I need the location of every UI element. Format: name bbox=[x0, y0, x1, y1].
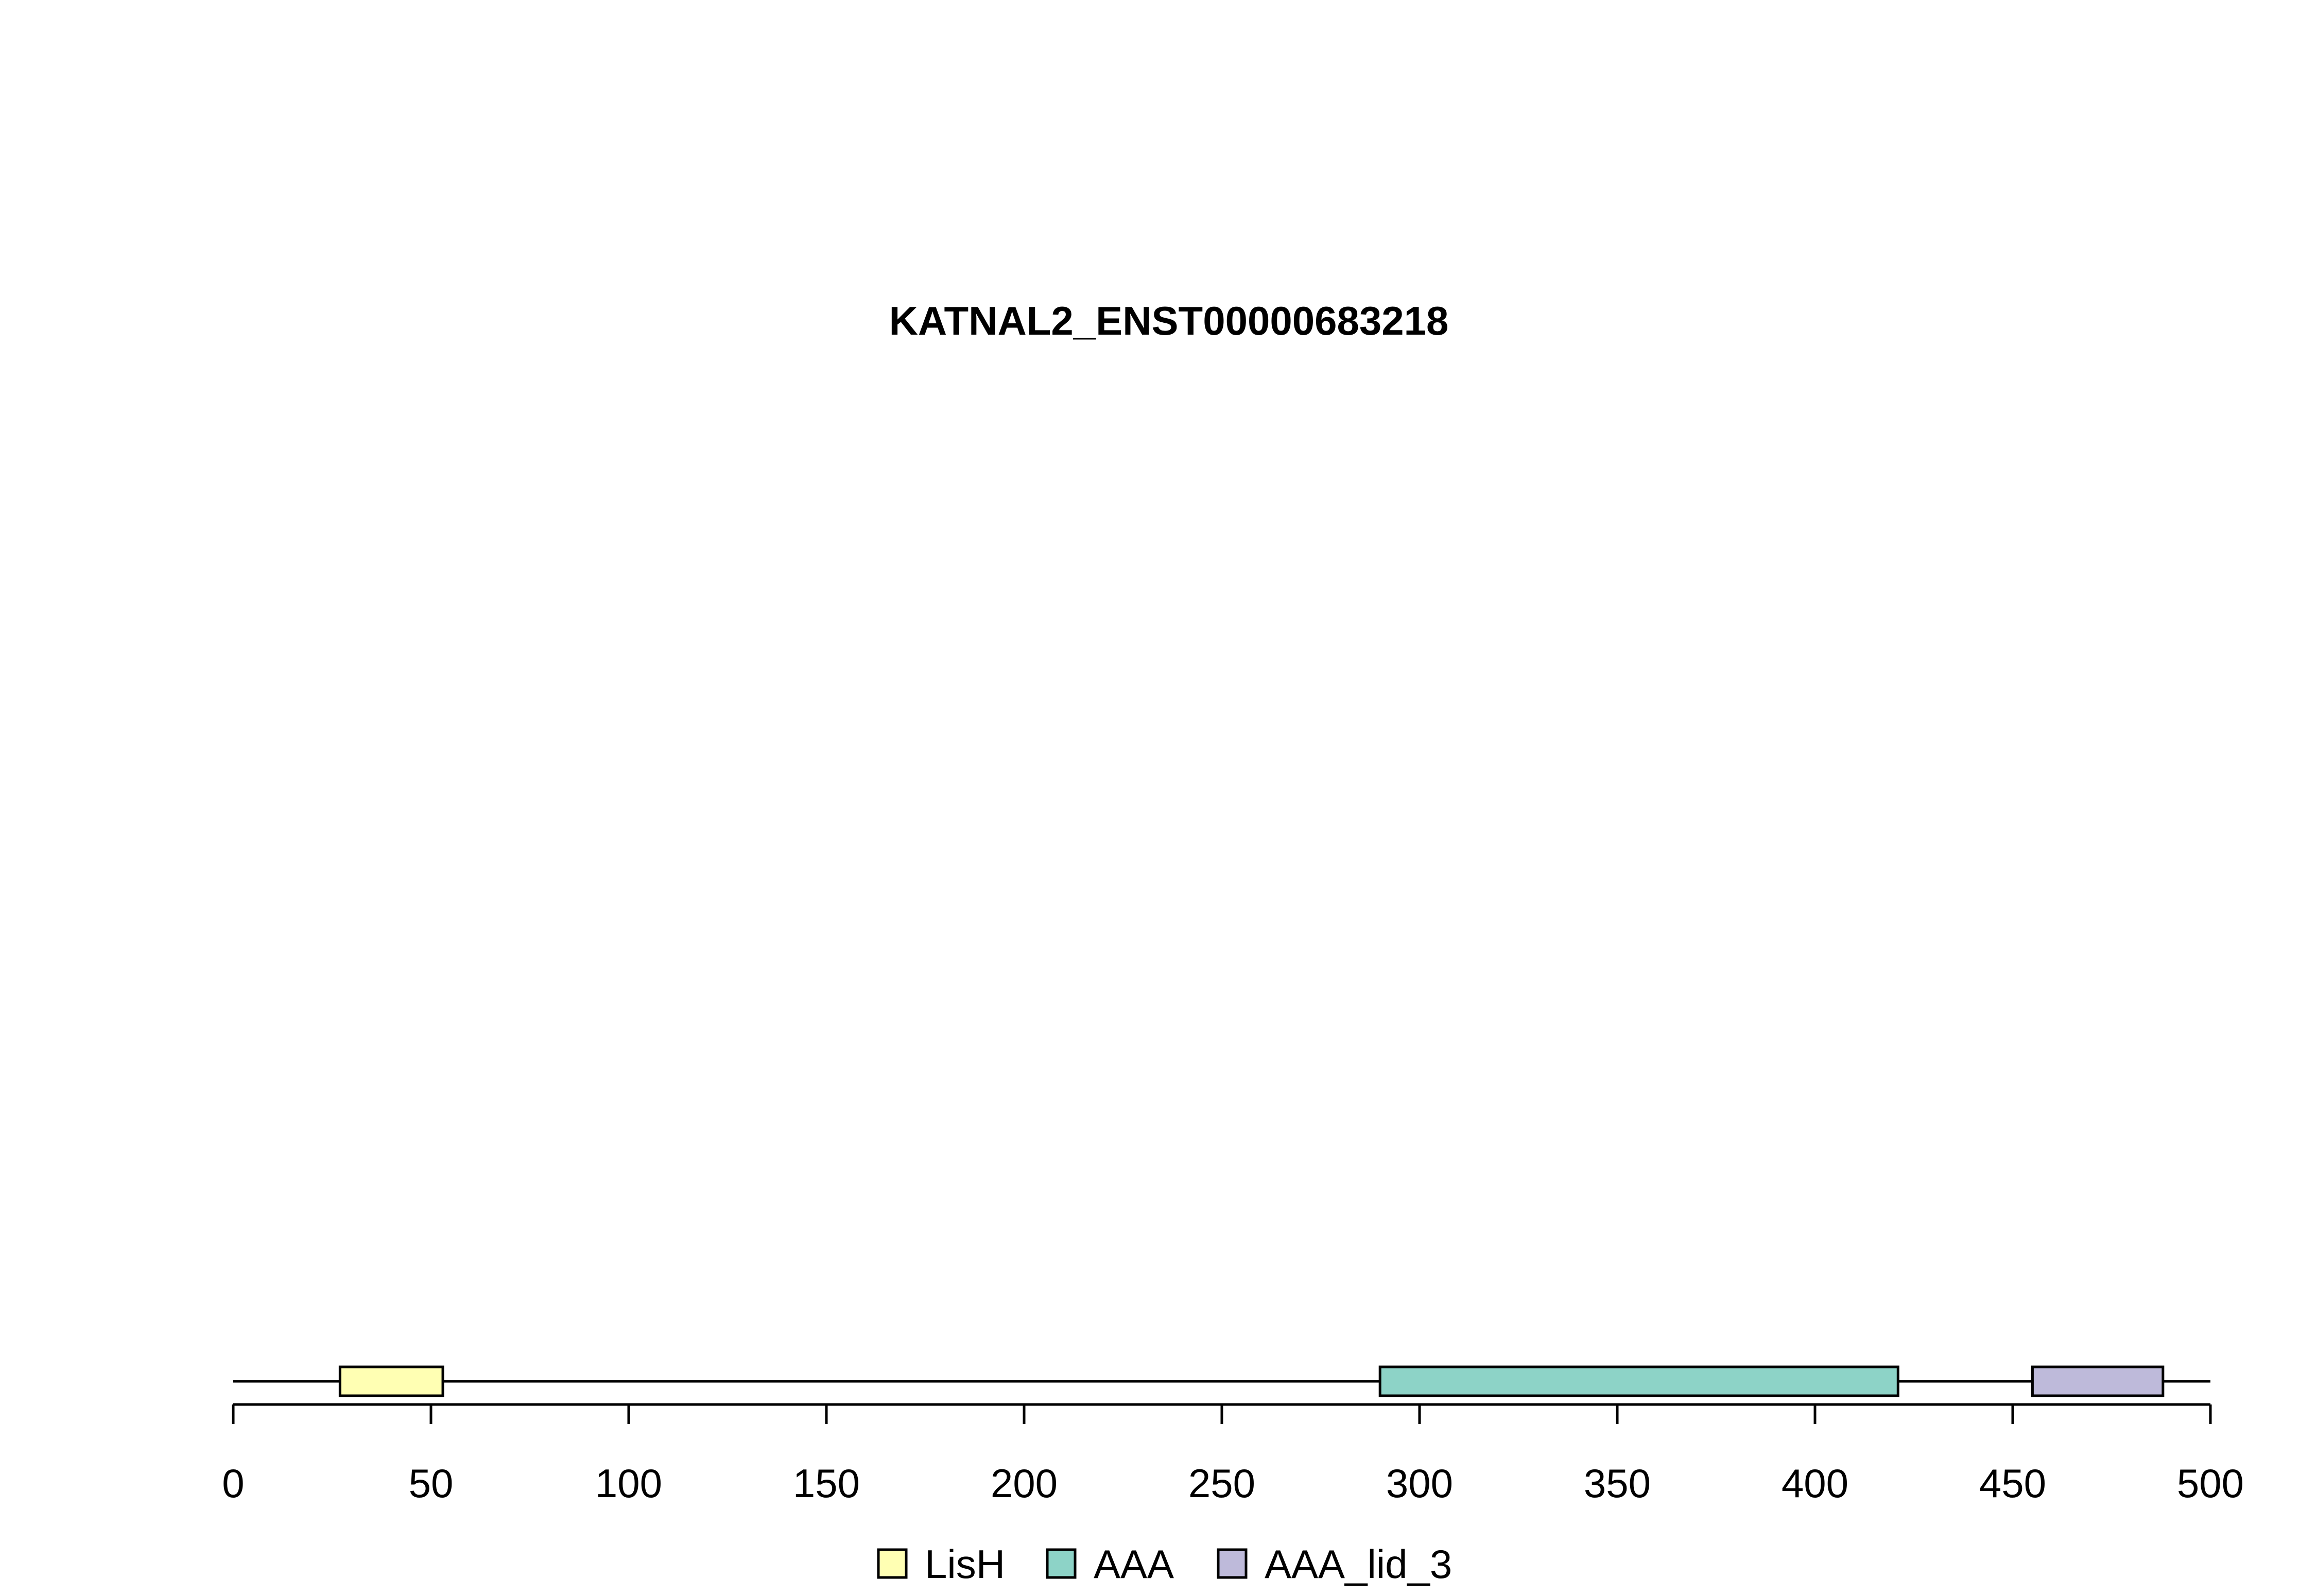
x-tick-label: 200 bbox=[991, 1461, 1058, 1506]
x-axis-ticks: 0 50 100 150 200 250 300 350 400 450 500 bbox=[222, 1404, 2244, 1506]
domain-box-lish bbox=[338, 1365, 444, 1397]
legend-label: AAA_lid_3 bbox=[1265, 1541, 1452, 1587]
x-tick-label: 400 bbox=[1782, 1461, 1848, 1506]
legend-label: AAA bbox=[1094, 1541, 1174, 1587]
legend: LisH AAA AAA_lid_3 bbox=[877, 1541, 1452, 1587]
x-tick-label: 250 bbox=[1188, 1461, 1255, 1506]
x-tick-label: 500 bbox=[2177, 1461, 2244, 1506]
x-tick-label: 0 bbox=[222, 1461, 244, 1506]
x-tick-label: 350 bbox=[1584, 1461, 1651, 1506]
legend-label: LisH bbox=[925, 1541, 1005, 1587]
domain-boxes bbox=[338, 1365, 2165, 1397]
x-tick-label: 50 bbox=[409, 1461, 454, 1506]
x-tick-label: 150 bbox=[793, 1461, 860, 1506]
x-tick-label: 450 bbox=[1979, 1461, 2046, 1506]
x-tick-label: 300 bbox=[1386, 1461, 1453, 1506]
domain-box-aaa-lid-3 bbox=[2031, 1365, 2165, 1397]
chart-title: KATNAL2_ENST00000683218 bbox=[889, 298, 1449, 343]
legend-swatch-aaa bbox=[1046, 1548, 1077, 1579]
domain-box-aaa bbox=[1378, 1365, 1899, 1397]
legend-swatch-aaa-lid-3 bbox=[1217, 1548, 1248, 1579]
x-tick-label: 100 bbox=[595, 1461, 662, 1506]
legend-swatch-lish bbox=[877, 1548, 908, 1579]
